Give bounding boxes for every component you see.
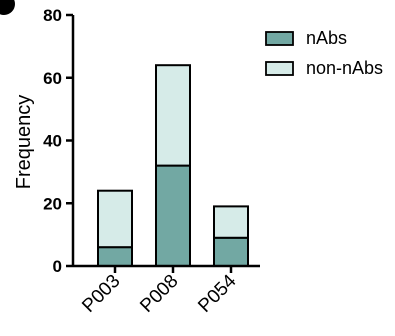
bar-non-nabs-p008 [155,64,191,167]
x-tick-label-p003: P003 [78,271,124,317]
legend-swatch-non-nabs [265,61,294,76]
bar-nabs-p003 [97,246,133,268]
y-tick-label: 0 [53,257,62,276]
bar-non-nabs-p054 [213,205,249,239]
y-tick-label: 60 [43,69,62,88]
x-tick-label-p008: P008 [136,271,182,317]
bar-nabs-p054 [213,236,249,267]
panel-marker [0,0,15,15]
legend: nAbs non-nAbs [265,28,383,78]
x-tick-label-p054: P054 [194,270,241,317]
legend-label-nabs: nAbs [306,28,347,48]
y-axis-title: Frequency [13,95,35,190]
x-axis: P003 P008 P054 [73,264,260,317]
y-tick-label: 40 [43,132,62,151]
legend-swatch-nabs [265,31,294,46]
bar-non-nabs-p003 [97,189,133,249]
bars-group [97,64,249,268]
y-tick-label: 20 [43,194,62,213]
bar-nabs-p008 [155,164,191,268]
y-axis: 0 20 40 60 80 [43,6,75,276]
legend-label-non-nabs: non-nAbs [306,58,383,78]
y-tick-label: 80 [43,6,62,25]
